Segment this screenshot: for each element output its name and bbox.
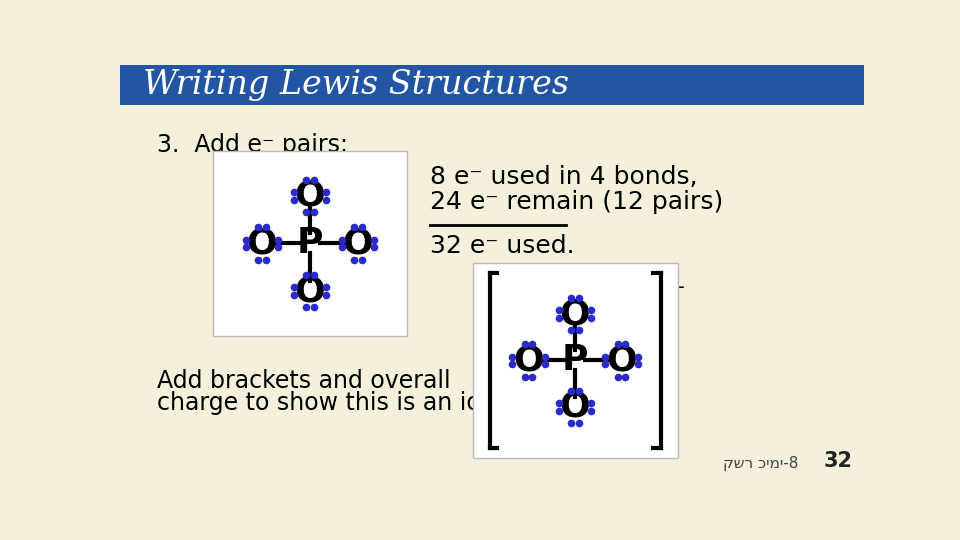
Text: 8 e⁻ used in 4 bonds,: 8 e⁻ used in 4 bonds, xyxy=(430,165,698,189)
FancyBboxPatch shape xyxy=(472,264,678,457)
Text: Writing Lewis Structures: Writing Lewis Structures xyxy=(143,69,569,101)
Text: Add brackets and overall: Add brackets and overall xyxy=(157,369,451,393)
Text: 3.  Add e⁻ pairs:: 3. Add e⁻ pairs: xyxy=(157,132,348,157)
Text: O: O xyxy=(247,226,277,260)
Text: P: P xyxy=(297,226,324,260)
Text: P: P xyxy=(562,343,588,377)
Text: O: O xyxy=(606,343,636,377)
Text: 32: 32 xyxy=(824,451,852,471)
Text: 24 e⁻ remain (12 pairs): 24 e⁻ remain (12 pairs) xyxy=(430,190,723,214)
Text: O: O xyxy=(560,298,590,331)
Text: O: O xyxy=(343,226,373,260)
Text: 3-: 3- xyxy=(665,278,685,298)
Text: charge to show this is an ion.: charge to show this is an ion. xyxy=(157,390,503,415)
FancyBboxPatch shape xyxy=(120,65,864,105)
Text: O: O xyxy=(560,390,590,424)
Text: 32 e⁻ used.: 32 e⁻ used. xyxy=(430,234,575,258)
Text: O: O xyxy=(295,179,325,213)
Text: קשר כימי-8: קשר כימי-8 xyxy=(723,456,798,471)
Text: O: O xyxy=(295,274,325,308)
FancyBboxPatch shape xyxy=(213,151,407,336)
Text: O: O xyxy=(513,343,543,377)
